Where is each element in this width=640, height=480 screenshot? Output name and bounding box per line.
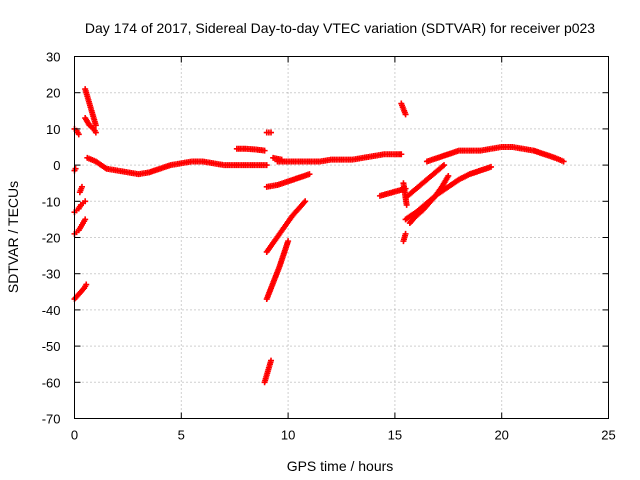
y-axis-label: SDTVAR / TECUs xyxy=(5,181,21,293)
axes xyxy=(74,56,609,419)
data-point xyxy=(75,131,82,138)
y-tick-label: -40 xyxy=(42,303,61,318)
x-tick-label: 5 xyxy=(178,428,185,443)
x-tick-label: 10 xyxy=(281,428,295,443)
series-arc-rise-c xyxy=(263,238,292,303)
data-point xyxy=(306,171,313,178)
series-arc-early-6 xyxy=(71,281,90,303)
series-arc-15h-low xyxy=(400,230,409,245)
x-tick-label: 0 xyxy=(71,428,78,443)
data-point xyxy=(78,183,85,190)
series-arc-rise-g xyxy=(406,172,452,227)
data-point xyxy=(403,201,410,208)
data-point xyxy=(92,129,99,136)
data-point xyxy=(560,158,567,165)
data-point xyxy=(268,129,275,136)
data-point xyxy=(83,281,90,288)
data-point xyxy=(402,111,409,118)
series-arc-early-2 xyxy=(82,115,99,136)
series-arc-main-1 xyxy=(84,154,270,178)
data-point xyxy=(72,165,79,172)
y-tick-label: -60 xyxy=(42,375,61,390)
series-arc-9h-dot xyxy=(263,129,275,136)
data-point xyxy=(263,162,270,169)
y-tick-label: -10 xyxy=(42,194,61,209)
series-arc-main-2 xyxy=(274,151,405,165)
data-point xyxy=(445,172,452,179)
data-point xyxy=(268,357,275,364)
series-arc-early-8 xyxy=(71,165,79,174)
data-points xyxy=(71,86,567,386)
series-arc-15h-top xyxy=(398,100,409,118)
data-point xyxy=(398,151,405,158)
grid-lines xyxy=(74,56,609,419)
series-arc-rise-e xyxy=(402,162,448,201)
data-point xyxy=(402,230,409,237)
data-point xyxy=(488,163,495,170)
x-tick-label: 15 xyxy=(388,428,402,443)
series-arc-9h-short xyxy=(270,154,285,163)
data-point xyxy=(82,216,89,223)
series-arc-early-5 xyxy=(71,198,89,216)
series-arc-9h-upper xyxy=(233,145,268,154)
data-point xyxy=(261,147,268,154)
y-tick-label: 20 xyxy=(46,86,60,101)
data-point xyxy=(82,198,89,205)
series-arc-rise-b xyxy=(263,198,309,255)
series-arc-early-7 xyxy=(76,183,85,196)
y-tick-label: -70 xyxy=(42,412,61,427)
x-axis-label: GPS time / hours xyxy=(287,458,394,474)
series-arc-main-3 xyxy=(423,144,567,165)
series-arc-rise-d xyxy=(261,357,275,386)
data-point xyxy=(278,156,285,163)
data-point xyxy=(92,122,99,129)
y-tick-label: -30 xyxy=(42,267,61,282)
x-tick-label: 20 xyxy=(494,428,508,443)
data-point xyxy=(441,162,448,169)
series-arc-early-3 xyxy=(71,125,82,138)
y-tick-label: -20 xyxy=(42,231,61,246)
data-point xyxy=(285,238,292,245)
x-tick-label: 25 xyxy=(601,428,615,443)
series-arc-rise-a xyxy=(263,171,313,190)
y-tick-label: 30 xyxy=(46,50,60,65)
chart-title: Day 174 of 2017, Sidereal Day-to-day VTE… xyxy=(85,20,595,36)
series-arc-early-1 xyxy=(82,86,99,129)
y-tick-label: 10 xyxy=(46,122,60,137)
y-tick-label: -50 xyxy=(42,339,61,354)
y-tick-label: 0 xyxy=(53,158,60,173)
data-point xyxy=(302,198,309,205)
tick-labels: 0 5 10 15 20 25 30 20 10 0 -10 -20 -30 -40 -50 -60 -70 xyxy=(42,50,616,443)
